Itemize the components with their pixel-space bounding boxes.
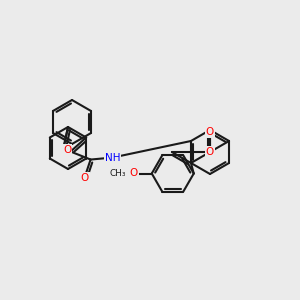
Text: O: O — [206, 127, 214, 137]
Text: O: O — [63, 145, 71, 154]
Text: NH: NH — [105, 153, 120, 163]
Text: CH₃: CH₃ — [110, 169, 126, 178]
Text: O: O — [80, 172, 89, 183]
Text: O: O — [130, 169, 138, 178]
Text: O: O — [206, 147, 214, 157]
